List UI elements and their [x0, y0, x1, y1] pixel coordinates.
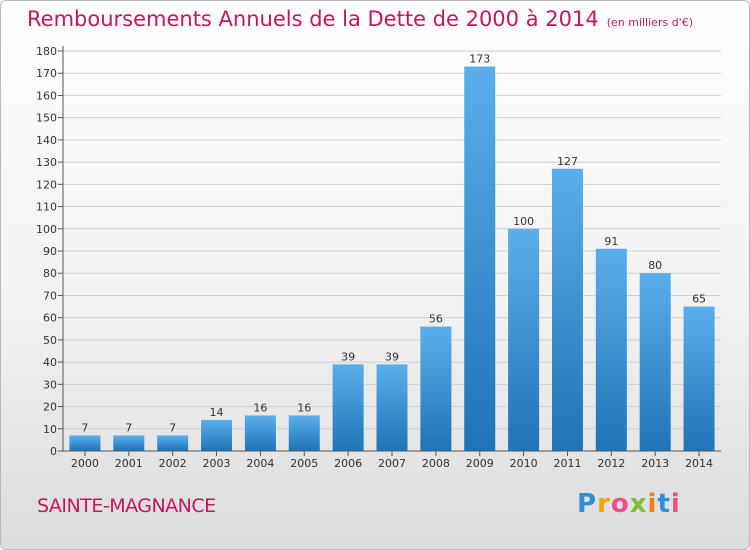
x-tick-label: 2005 [290, 457, 318, 470]
data-label: 100 [513, 215, 534, 228]
y-tick-label: 90 [43, 245, 57, 258]
x-tick-label: 2014 [685, 457, 713, 470]
y-tick-label: 0 [50, 445, 57, 458]
proxiti-logo: Proxiti [577, 489, 681, 519]
bar [332, 364, 364, 451]
y-tick-label: 80 [43, 267, 57, 280]
bar [69, 435, 101, 451]
data-label: 80 [648, 259, 662, 272]
x-tick-label: 2009 [466, 457, 494, 470]
chart-title: Remboursements Annuels de la Dette de 20… [27, 7, 693, 31]
data-label: 39 [385, 350, 399, 363]
bar [508, 228, 540, 451]
y-tick-label: 140 [36, 134, 57, 147]
data-label: 56 [429, 313, 443, 326]
bars [69, 66, 715, 452]
commune-name: SAINTE-MAGNANCE [37, 495, 216, 517]
bar [288, 415, 320, 451]
y-tick-label: 120 [36, 178, 57, 191]
data-label: 7 [125, 421, 132, 434]
labels: 0 10 20 30 40 50 60 70 80 90 100 110 120 130 140 150 160… [36, 45, 713, 470]
data-label: 7 [169, 421, 176, 434]
x-tick-label: 2007 [378, 457, 406, 470]
bar [595, 248, 627, 451]
data-label: 14 [210, 406, 224, 419]
y-tick-label: 50 [43, 334, 57, 347]
data-label: 127 [557, 155, 578, 168]
y-tick-label: 30 [43, 378, 57, 391]
bar [157, 435, 189, 451]
bar [201, 419, 233, 451]
y-tick-label: 40 [43, 356, 57, 369]
data-label: 7 [81, 421, 88, 434]
y-tick-label: 130 [36, 156, 57, 169]
y-tick-label: 170 [36, 67, 57, 80]
x-tick-label: 2003 [203, 457, 231, 470]
x-tick-label: 2008 [422, 457, 450, 470]
title-text: Remboursements Annuels de la Dette de 20… [27, 7, 599, 31]
data-label: 39 [341, 350, 355, 363]
y-tick-label: 160 [36, 89, 57, 102]
y-tick-label: 180 [36, 45, 57, 58]
chart-subtitle: (en milliers d'€) [606, 16, 693, 29]
y-tick-label: 60 [43, 312, 57, 325]
bar [639, 273, 671, 451]
bar [464, 66, 496, 452]
y-tick-label: 110 [36, 201, 57, 214]
x-tick-label: 2004 [246, 457, 274, 470]
x-tick-label: 2010 [510, 457, 538, 470]
x-tick-label: 2011 [553, 457, 581, 470]
bar [683, 306, 715, 451]
data-label: 16 [253, 401, 267, 414]
y-tick-label: 70 [43, 289, 57, 302]
axes [58, 46, 721, 456]
y-tick-label: 100 [36, 223, 57, 236]
data-label: 16 [297, 401, 311, 414]
x-tick-label: 2001 [115, 457, 143, 470]
y-tick-label: 20 [43, 401, 57, 414]
bar [244, 415, 276, 451]
data-label: 173 [469, 53, 490, 66]
x-tick-label: 2002 [159, 457, 187, 470]
bar [113, 435, 145, 451]
x-tick-label: 2013 [641, 457, 669, 470]
x-tick-label: 2000 [71, 457, 99, 470]
data-label: 91 [604, 235, 618, 248]
data-label: 65 [692, 293, 706, 306]
bar [551, 168, 583, 451]
x-tick-label: 2006 [334, 457, 362, 470]
y-tick-label: 150 [36, 112, 57, 125]
bar [420, 326, 452, 451]
x-tick-label: 2012 [597, 457, 625, 470]
bar [376, 364, 408, 451]
y-tick-label: 10 [43, 423, 57, 436]
